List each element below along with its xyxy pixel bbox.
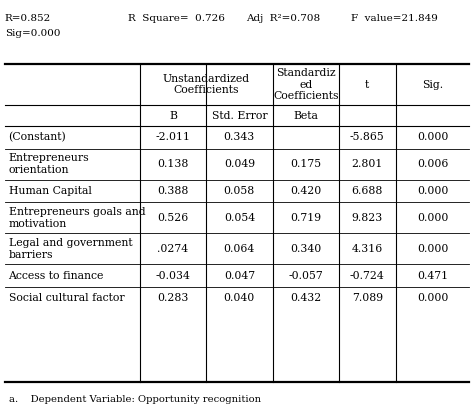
Text: -0.034: -0.034 bbox=[155, 271, 191, 281]
Text: 0.343: 0.343 bbox=[224, 132, 255, 142]
Text: 9.823: 9.823 bbox=[352, 213, 383, 223]
Text: -2.011: -2.011 bbox=[155, 132, 191, 142]
Text: 0.175: 0.175 bbox=[290, 159, 321, 169]
Text: Adj  R²=0.708: Adj R²=0.708 bbox=[246, 14, 320, 24]
Text: 4.316: 4.316 bbox=[352, 244, 383, 254]
Text: R  Square=  0.726: R Square= 0.726 bbox=[128, 14, 225, 24]
Text: F  value=21.849: F value=21.849 bbox=[351, 14, 438, 24]
Text: 7.089: 7.089 bbox=[352, 293, 383, 304]
Text: 0.526: 0.526 bbox=[157, 213, 189, 223]
Text: 0.058: 0.058 bbox=[224, 186, 255, 196]
Text: 0.040: 0.040 bbox=[224, 293, 255, 304]
Text: -0.724: -0.724 bbox=[350, 271, 385, 281]
Text: 0.283: 0.283 bbox=[157, 293, 189, 304]
Text: 0.000: 0.000 bbox=[417, 186, 448, 196]
Text: Sig.: Sig. bbox=[422, 80, 443, 90]
Text: Standardiz
ed
Coefficients: Standardiz ed Coefficients bbox=[273, 68, 338, 101]
Text: 0.000: 0.000 bbox=[417, 132, 448, 142]
Text: Entrepreneurs
orientation: Entrepreneurs orientation bbox=[9, 153, 89, 176]
Text: Entrepreneurs goals and
motivation: Entrepreneurs goals and motivation bbox=[9, 206, 145, 229]
Text: .0274: .0274 bbox=[157, 244, 189, 254]
Text: -5.865: -5.865 bbox=[350, 132, 385, 142]
Text: (Constant): (Constant) bbox=[9, 132, 66, 142]
Text: t: t bbox=[365, 80, 369, 90]
Text: 0.049: 0.049 bbox=[224, 159, 255, 169]
Text: 0.006: 0.006 bbox=[417, 159, 448, 169]
Text: Legal and government
barriers: Legal and government barriers bbox=[9, 237, 132, 260]
Text: R=0.852: R=0.852 bbox=[5, 14, 51, 24]
Text: 2.801: 2.801 bbox=[352, 159, 383, 169]
Text: 6.688: 6.688 bbox=[352, 186, 383, 196]
Text: 0.432: 0.432 bbox=[290, 293, 321, 304]
Text: Beta: Beta bbox=[293, 111, 318, 121]
Text: 0.719: 0.719 bbox=[290, 213, 321, 223]
Text: a.    Dependent Variable: Opportunity recognition: a. Dependent Variable: Opportunity recog… bbox=[9, 395, 262, 404]
Text: -0.057: -0.057 bbox=[288, 271, 323, 281]
Text: Social cultural factor: Social cultural factor bbox=[9, 293, 124, 304]
Text: Human Capital: Human Capital bbox=[9, 186, 91, 196]
Text: B: B bbox=[169, 111, 177, 121]
Text: Sig=0.000: Sig=0.000 bbox=[5, 29, 60, 38]
Text: Std. Error: Std. Error bbox=[211, 111, 267, 121]
Text: Unstandardized
Coefficients: Unstandardized Coefficients bbox=[163, 74, 250, 95]
Text: Access to finance: Access to finance bbox=[9, 271, 104, 281]
Text: 0.064: 0.064 bbox=[224, 244, 255, 254]
Text: 0.420: 0.420 bbox=[290, 186, 321, 196]
Text: 0.000: 0.000 bbox=[417, 293, 448, 304]
Text: 0.047: 0.047 bbox=[224, 271, 255, 281]
Text: 0.471: 0.471 bbox=[417, 271, 448, 281]
Text: 0.054: 0.054 bbox=[224, 213, 255, 223]
Text: 0.388: 0.388 bbox=[157, 186, 189, 196]
Text: 0.000: 0.000 bbox=[417, 244, 448, 254]
Text: 0.000: 0.000 bbox=[417, 213, 448, 223]
Text: 0.138: 0.138 bbox=[157, 159, 189, 169]
Text: 0.340: 0.340 bbox=[290, 244, 321, 254]
